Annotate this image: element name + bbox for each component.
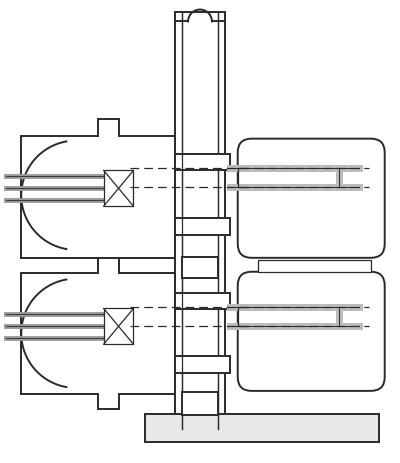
Bar — [182, 392, 218, 415]
Bar — [104, 308, 134, 344]
Bar — [175, 12, 225, 429]
FancyBboxPatch shape — [238, 138, 385, 258]
Bar — [145, 414, 379, 442]
Bar — [175, 293, 230, 309]
Bar — [175, 154, 230, 170]
FancyBboxPatch shape — [238, 272, 385, 391]
Bar — [175, 356, 230, 373]
Bar — [175, 218, 230, 235]
Bar — [258, 260, 371, 272]
Bar — [104, 170, 134, 206]
Polygon shape — [21, 119, 175, 275]
Bar — [182, 257, 218, 278]
Polygon shape — [21, 258, 175, 409]
